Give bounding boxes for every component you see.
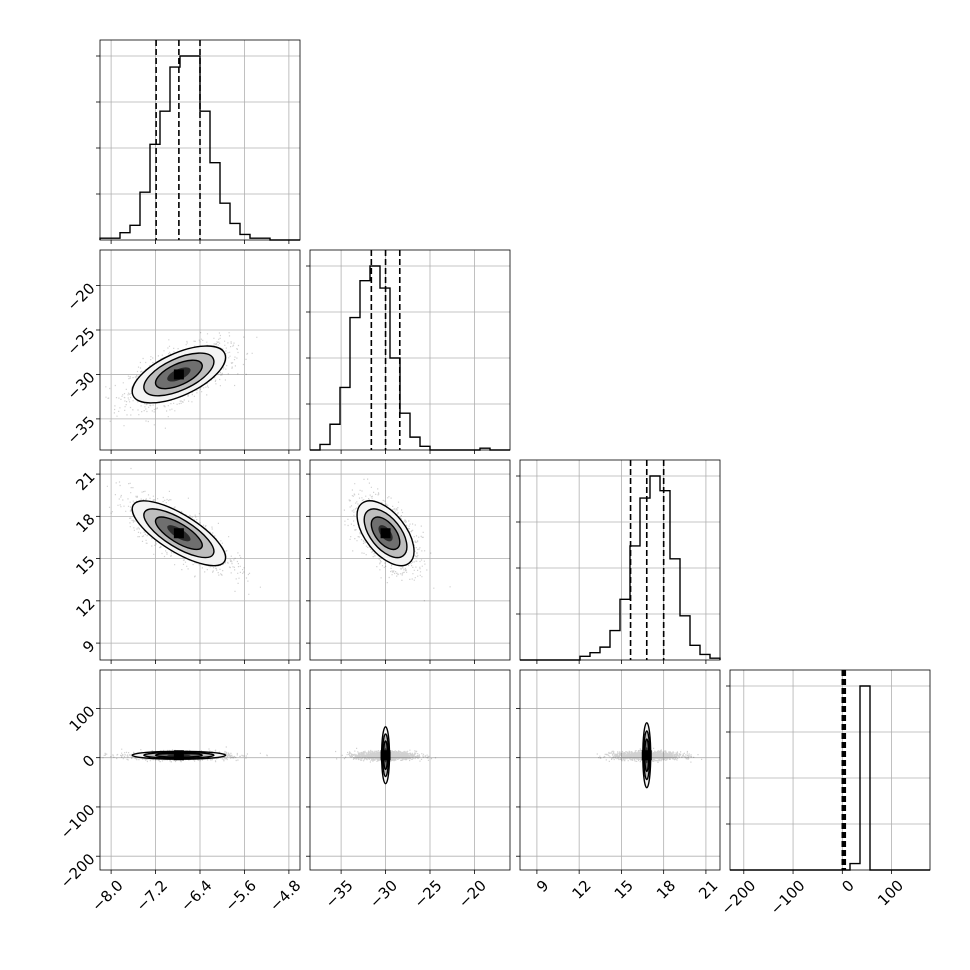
y-tick-label-1-2: −25 — [63, 324, 98, 359]
y-tick-label-2-3: 18 — [72, 510, 98, 536]
y-tick-label-3-2: 0 — [79, 751, 98, 770]
x-tick-label-2-4: 21 — [695, 876, 721, 902]
peak-density-cell — [641, 750, 652, 761]
histogram-panel-2 — [516, 460, 721, 664]
x-tick-label-1-2: −25 — [410, 876, 445, 911]
scatter-frame-2-3 — [519, 669, 721, 871]
scatter-panel-0-1 — [96, 250, 300, 454]
x-tick-label-0-1: −7.2 — [133, 876, 171, 914]
histogram-panel-1 — [306, 250, 510, 454]
x-tick-label-2-0: 9 — [533, 876, 552, 895]
peak-density-cell — [173, 369, 184, 380]
scatter-frame-1-3 — [309, 669, 511, 871]
scatter-frame-0-2 — [99, 459, 301, 661]
x-tick-label-3-2: 0 — [838, 876, 857, 895]
peak-density-cell — [380, 528, 391, 539]
histogram-frame-0 — [99, 39, 301, 241]
histogram-frame-1 — [309, 249, 511, 451]
x-tick-label-1-3: −20 — [455, 876, 490, 911]
scatter-frame-1-2 — [309, 459, 511, 661]
peak-density-cell — [173, 750, 184, 761]
sample-points — [596, 747, 720, 763]
y-tick-label-1-3: −20 — [63, 279, 98, 314]
histogram-frame-2 — [519, 459, 721, 661]
y-tick-label-2-2: 15 — [72, 552, 98, 578]
y-tick-label-1-0: −35 — [63, 413, 98, 448]
scatter-panel-0-2 — [96, 460, 300, 664]
x-tick-label-1-1: −30 — [366, 876, 401, 911]
histogram-frame-3 — [729, 669, 931, 871]
x-tick-label-2-2: 15 — [611, 876, 637, 902]
y-tick-label-3-0: −200 — [57, 850, 99, 892]
y-tick-label-2-1: 12 — [72, 595, 98, 621]
y-tick-label-3-3: 100 — [66, 702, 99, 735]
x-tick-label-2-3: 18 — [653, 876, 679, 902]
histogram-panel-3 — [726, 670, 930, 874]
x-tick-label-0-3: −5.6 — [222, 876, 260, 914]
y-tick-label-2-4: 21 — [72, 468, 98, 494]
scatter-panel-0-3 — [96, 670, 300, 874]
x-tick-label-3-3: 100 — [874, 876, 907, 909]
scatter-panel-1-2 — [306, 460, 510, 664]
peak-density-cell — [380, 750, 391, 761]
y-tick-label-1-1: −30 — [63, 368, 98, 403]
scatter-frame-0-1 — [99, 249, 301, 451]
x-tick-label-0-4: −4.8 — [266, 876, 304, 914]
scatter-frame-0-3 — [99, 669, 301, 871]
scatter-panel-1-3 — [306, 670, 510, 874]
x-tick-label-3-0: −200 — [717, 876, 759, 918]
x-tick-label-0-2: −6.4 — [177, 876, 215, 914]
y-tick-label-3-1: −100 — [57, 801, 99, 843]
x-tick-label-2-1: 12 — [568, 876, 594, 902]
histogram-panel-0 — [96, 40, 300, 244]
histogram-step-0 — [99, 55, 300, 241]
x-tick-label-1-0: −35 — [322, 876, 357, 911]
y-tick-label-2-0: 9 — [79, 637, 98, 656]
scatter-panel-2-3 — [516, 670, 720, 874]
x-tick-label-3-1: −100 — [767, 876, 809, 918]
peak-density-cell — [173, 528, 184, 539]
x-tick-label-0-0: −8.0 — [88, 876, 126, 914]
